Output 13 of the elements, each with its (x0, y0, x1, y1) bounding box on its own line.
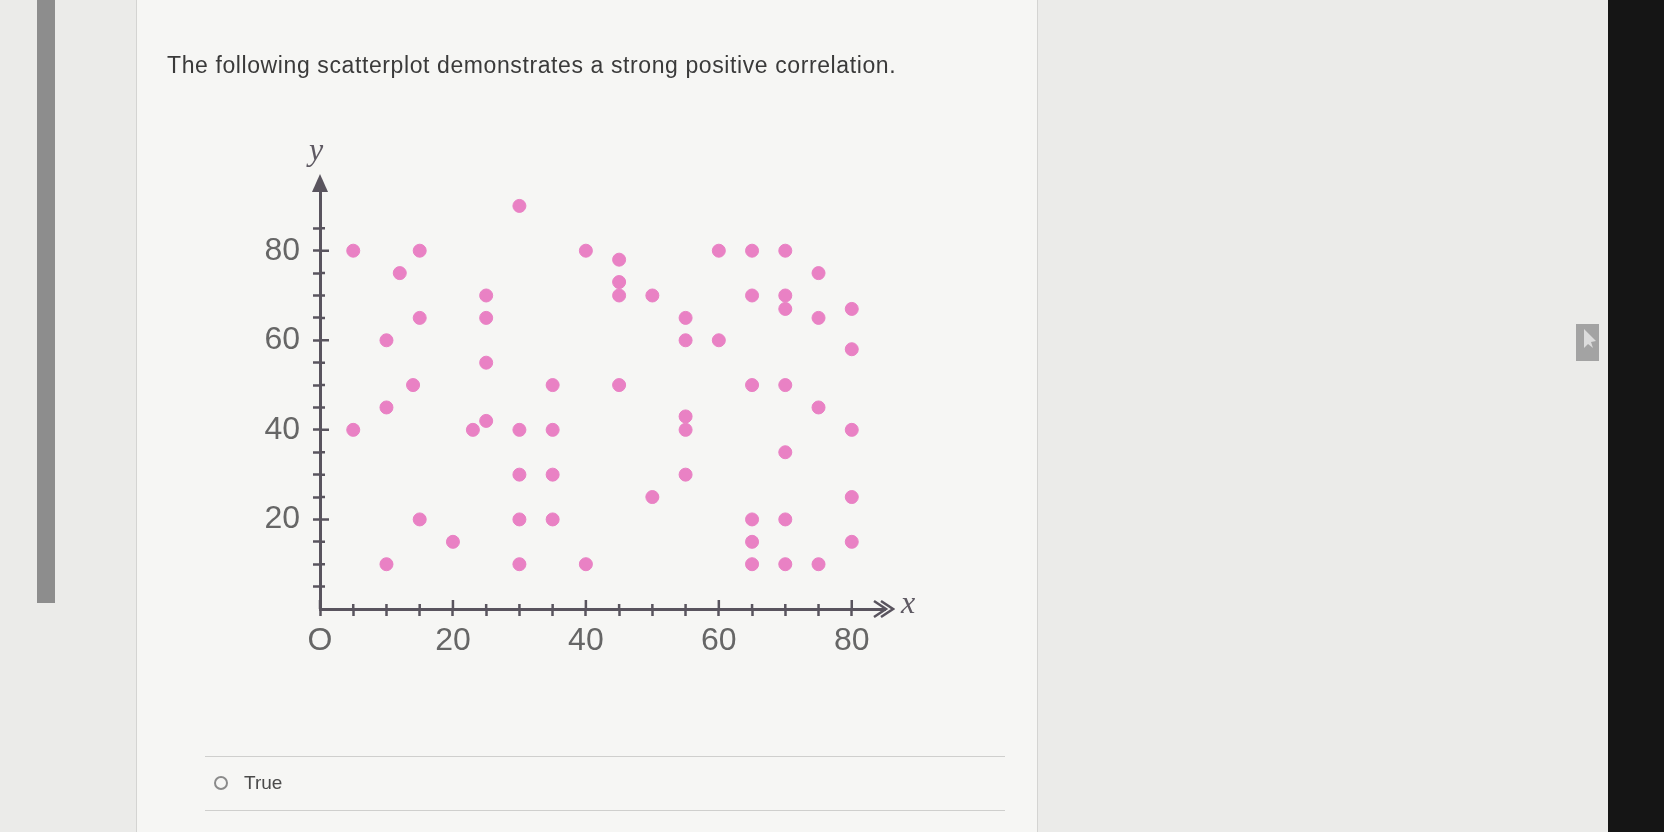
x-tick-label: 60 (701, 621, 737, 658)
x-axis-title: x (900, 584, 916, 621)
x-tick-label: 40 (568, 621, 604, 658)
chart-title: The following scatterplot demonstrates a strong positive correlation. (167, 51, 897, 80)
y-axis-title: y (305, 131, 324, 168)
x-tick-label: 20 (435, 621, 471, 658)
x-tick-label: O (307, 621, 333, 658)
x-tick-label: 80 (833, 621, 870, 658)
y-tick-label: 40 (264, 409, 300, 446)
y-tick-label: 20 (264, 499, 300, 536)
text: True (244, 771, 283, 795)
y-tick-label: 80 (264, 230, 300, 267)
y-tick-label: 60 (264, 320, 300, 357)
